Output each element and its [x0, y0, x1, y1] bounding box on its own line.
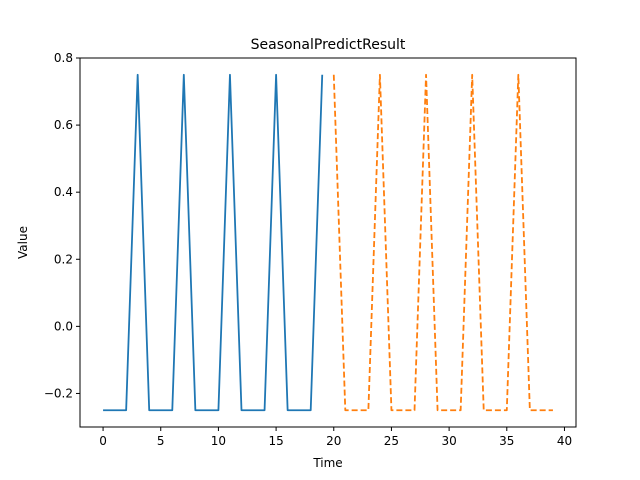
- y-tick-label: 0.0: [54, 319, 73, 333]
- x-tick-label: 25: [384, 434, 399, 448]
- plot-area: [103, 73, 553, 412]
- x-tick-label: 20: [326, 434, 341, 448]
- x-axis-label: Time: [312, 456, 342, 470]
- series-line-1: [332, 73, 553, 412]
- axes-frame: [79, 57, 577, 428]
- series-line-0: [103, 73, 324, 412]
- x-axis: 0 5 10 15 20 25 30 35 40: [99, 427, 572, 448]
- y-tick-label: 0.8: [54, 51, 73, 65]
- x-tick-label: 10: [211, 434, 226, 448]
- y-axis-label: Value: [16, 226, 30, 259]
- x-tick-label: 15: [268, 434, 283, 448]
- chart-title: SeasonalPredictResult: [251, 37, 406, 53]
- x-tick-label: 5: [157, 434, 165, 448]
- x-tick-label: 0: [99, 434, 107, 448]
- x-tick-label: 40: [557, 434, 572, 448]
- y-tick-label: 0.2: [54, 252, 73, 266]
- x-tick-label: 30: [441, 434, 456, 448]
- x-tick-label: 35: [499, 434, 514, 448]
- y-tick-label: −0.2: [44, 386, 73, 400]
- y-axis: −0.2 0.0 0.2 0.4 0.6 0.8: [44, 51, 80, 400]
- y-tick-label: 0.6: [54, 118, 73, 132]
- y-tick-label: 0.4: [54, 185, 73, 199]
